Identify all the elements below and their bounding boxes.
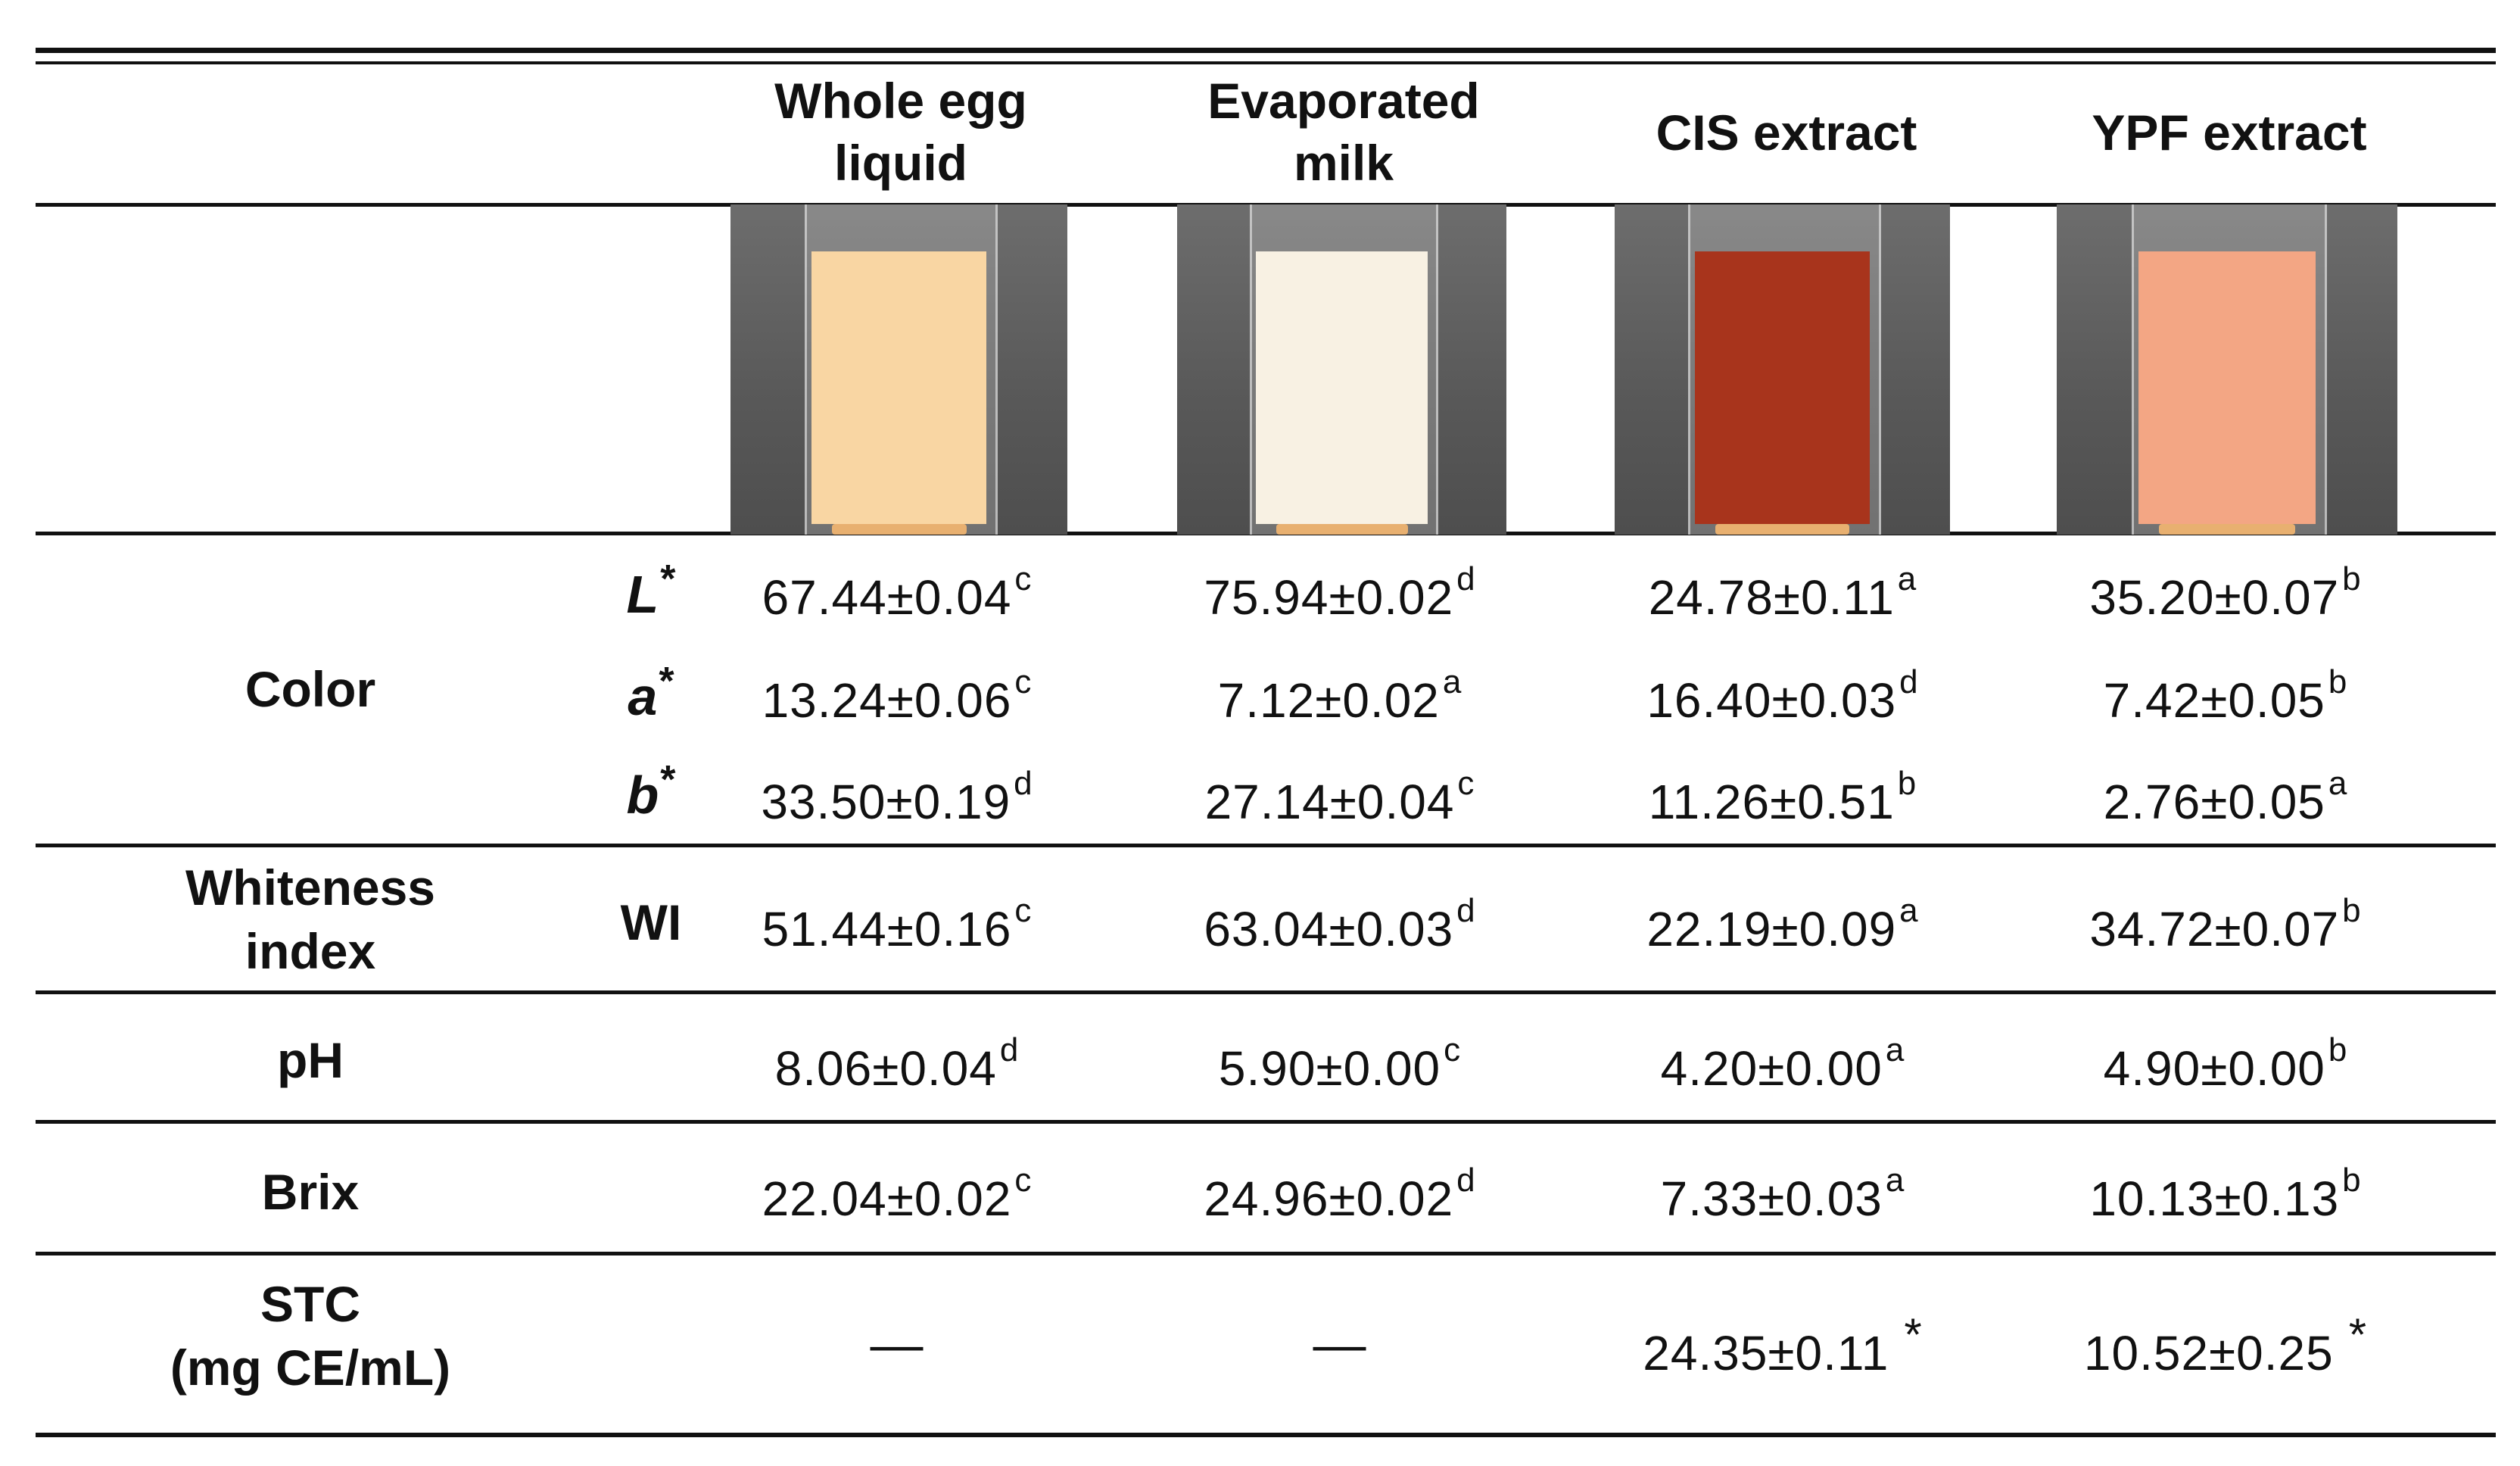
value-wi-whole-egg: 51.44±0.16c: [762, 892, 1033, 956]
row-label-stc: STC (mg CE/mL): [170, 1276, 451, 1396]
column-header-whole-egg: Whole egg liquid: [774, 73, 1027, 191]
table-top-rule-thin: [36, 61, 2496, 64]
color-symbol-a: a*: [628, 660, 674, 726]
sample-photo-cis-extract: [1615, 204, 1950, 535]
value-a-whole-egg: 13.24±0.06c: [762, 663, 1033, 728]
value-a-ypf-extract: 7.42±0.05b: [2103, 663, 2348, 728]
value-wi-evaporated-milk: 63.04±0.03d: [1204, 892, 1476, 956]
row-label-brix: Brix: [261, 1164, 360, 1220]
whiteness-rule: [36, 990, 2496, 994]
value-brix-cis-extract: 7.33±0.03a: [1660, 1162, 1905, 1226]
value-b-ypf-extract: 2.76±0.05a: [2103, 765, 2348, 829]
value-ph-cis-extract: 4.20±0.00a: [1660, 1031, 1905, 1096]
value-a-cis-extract: 16.40±0.03d: [1646, 663, 1919, 728]
table-bottom-rule: [36, 1433, 2496, 1437]
ph-rule: [36, 1120, 2496, 1124]
value-L-ypf-extract: 35.20±0.07b: [2089, 560, 2362, 625]
value-brix-ypf-extract: 10.13±0.13b: [2089, 1162, 2362, 1226]
column-header-ypf-extract: YPF extract: [2092, 104, 2367, 161]
liquid-cis-extract: [1695, 251, 1870, 524]
value-b-whole-egg: 33.50±0.19d: [761, 765, 1033, 829]
value-stc-evaporated-milk: —: [1313, 1315, 1367, 1374]
column-header-cis-extract: CIS extract: [1656, 104, 1917, 161]
sample-photo-whole-egg: [730, 204, 1067, 535]
liquid-evaporated-milk: [1256, 251, 1428, 524]
value-brix-whole-egg: 22.04±0.02c: [762, 1162, 1033, 1226]
sample-photo-ypf-extract: [2057, 204, 2397, 535]
color-rule: [36, 844, 2496, 847]
value-b-evaporated-milk: 27.14±0.04c: [1204, 765, 1475, 829]
value-brix-evaporated-milk: 24.96±0.02d: [1204, 1162, 1476, 1226]
liquid-ypf-extract: [2138, 251, 2316, 524]
liquid-whole-egg: [811, 251, 987, 524]
whiteness-symbol: WI: [620, 894, 682, 950]
row-label-color: Color: [245, 661, 376, 717]
value-wi-cis-extract: 22.19±0.09a: [1646, 892, 1919, 956]
sample-photo-evaporated-milk: [1177, 204, 1506, 535]
value-stc-ypf-extract: 10.52±0.25 *: [2083, 1309, 2368, 1380]
table-top-rule-thick: [36, 48, 2496, 53]
value-L-cis-extract: 24.78±0.11a: [1648, 560, 1917, 625]
value-ph-ypf-extract: 4.90±0.00b: [2103, 1031, 2348, 1096]
color-symbol-b: b*: [626, 758, 676, 825]
value-stc-whole-egg: —: [870, 1315, 924, 1374]
value-L-whole-egg: 67.44±0.04c: [762, 560, 1033, 625]
value-a-evaporated-milk: 7.12±0.02a: [1217, 663, 1462, 728]
color-symbol-L: L*: [626, 557, 676, 624]
column-header-evaporated-milk: Evaporated milk: [1207, 73, 1480, 191]
brix-rule: [36, 1252, 2496, 1255]
value-ph-whole-egg: 8.06±0.04d: [774, 1031, 1020, 1096]
value-L-evaporated-milk: 75.94±0.02d: [1204, 560, 1476, 625]
row-label-ph: pH: [277, 1032, 344, 1088]
value-wi-ypf-extract: 34.72±0.07b: [2089, 892, 2362, 956]
value-stc-cis-extract: 24.35±0.11 *: [1643, 1309, 1923, 1380]
value-b-cis-extract: 11.26±0.51b: [1648, 765, 1917, 829]
row-label-whiteness-index: Whiteness index: [185, 859, 436, 979]
value-ph-evaporated-milk: 5.90±0.00c: [1218, 1031, 1462, 1096]
